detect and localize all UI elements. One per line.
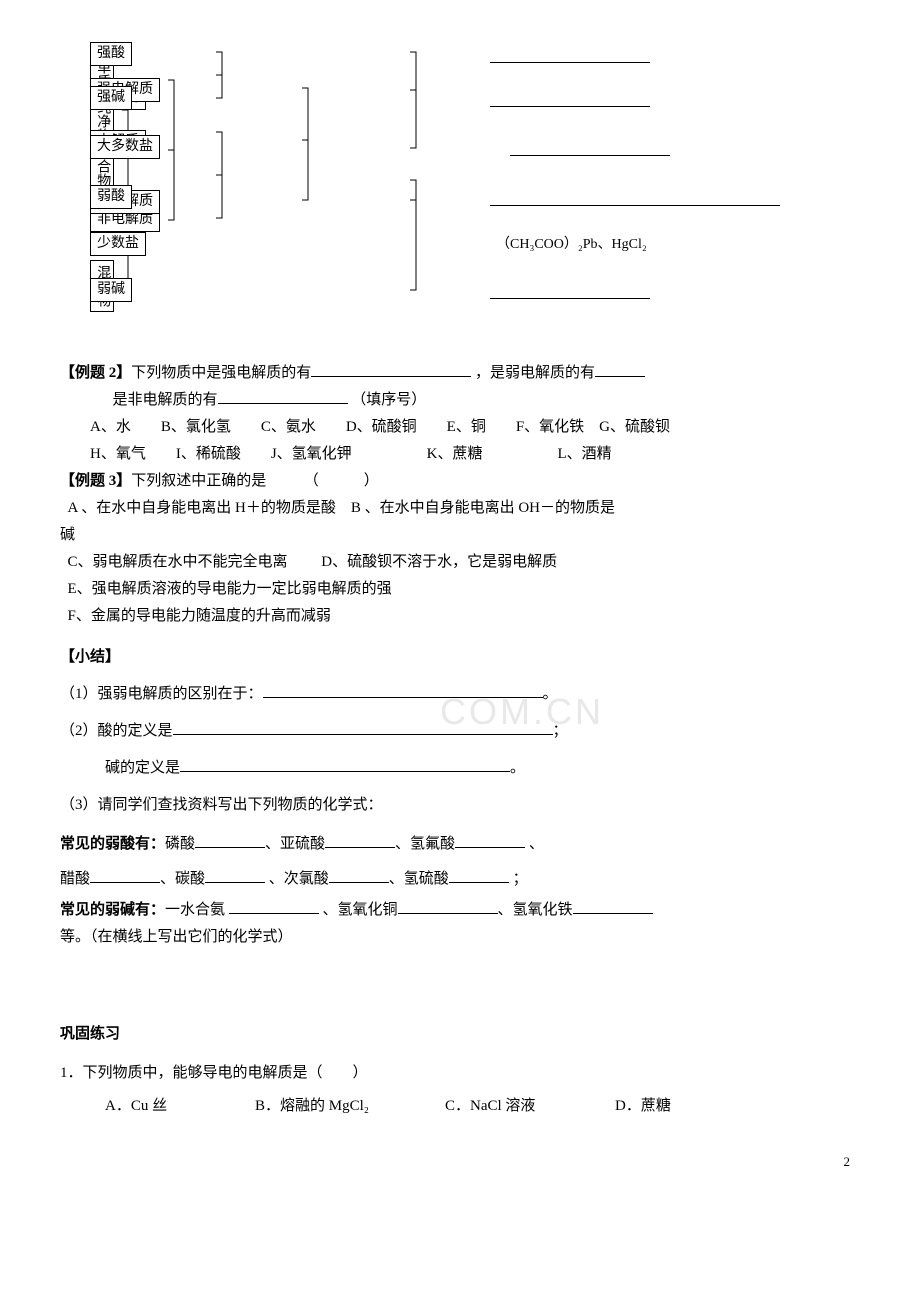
ex3-d: D、硫酸钡不溶于水，它是弱电解质 [321, 554, 557, 570]
sum-l2a: （2）酸的定义是 [60, 723, 173, 739]
ex2-blank-3 [218, 389, 348, 404]
q1-opt-d: D．蔗糖 [615, 1093, 671, 1120]
ex2-blank-2 [595, 362, 645, 377]
q1-stem: 1．下列物质中，能够导电的电解质是（ ） [60, 1060, 860, 1087]
ex2-l1a: 下列物质中是强电解质的有 [131, 365, 311, 381]
wa-blank-4 [90, 868, 160, 883]
ex2-l1b: ，是弱电解质的有 [475, 365, 595, 381]
wa1: 磷酸 [165, 836, 195, 852]
ex3-c: C、弱电解质在水中不能完全电离 [68, 554, 288, 570]
node-strong-base: 强碱 [90, 86, 132, 110]
wa4: 、 [529, 836, 544, 852]
ex3-b: B 、在水中自身能电离出 OH－的物质是 [351, 500, 615, 516]
wb-tail: 等。（在横线上写出它们的化学式） [60, 924, 860, 951]
wa-blank-2 [325, 833, 395, 848]
q1-opt-a: A．Cu 丝 [105, 1093, 255, 1120]
node-weak-acid: 弱酸 [90, 185, 132, 209]
ex2-blank-1 [311, 362, 471, 377]
ex3-f: F、金属的导电能力随温度的升高而减弱 [60, 603, 860, 630]
summary-title: 【小结】 [60, 644, 860, 671]
wb-blank-1 [229, 899, 319, 914]
wa-blank-3 [455, 833, 525, 848]
node-strong-acid: 强酸 [90, 42, 132, 66]
classification-diagram: 物质 纯净物 混合物 单质 化合物 金属 非金属 电解质 非电解质 强电解质 弱… [90, 40, 860, 330]
ex2-opts-2: H、氧气 I、稀硫酸 J、氢氧化钾 K、蔗糖 L、酒精 [60, 441, 860, 468]
wb-blank-2 [398, 899, 498, 914]
diagram-blank-5 [490, 284, 650, 299]
sum-l1a: （1）强弱电解质的区别在于： [60, 686, 263, 702]
q1-opt-c: C．NaCl 溶液 [445, 1093, 615, 1120]
diagram-blank-1 [490, 48, 650, 63]
sum-blank-3 [180, 757, 510, 772]
practice-title: 巩固练习 [60, 1021, 860, 1048]
weak-acid-label: 常见的弱酸有： [60, 836, 165, 852]
diagram-brackets [90, 40, 790, 330]
sum-l1b: 。 [543, 686, 558, 702]
wa-blank-6 [329, 868, 389, 883]
sum-l3b: 。 [510, 760, 525, 776]
wb2: 、氢氧化铜 [323, 902, 398, 918]
ex2-opts-1: A、水 B、氯化氢 C、氨水 D、硫酸铜 E、铜 F、氧化铁 G、硫酸钡 [60, 414, 860, 441]
page-number: 2 [60, 1150, 860, 1173]
wa-l2b: 、碳酸 [160, 871, 205, 887]
diagram-blank-4 [490, 191, 780, 206]
summary: 【小结】 （1）强弱电解质的区别在于： 。 （2）酸的定义是 ； 碱的定义是 。 （3… [60, 644, 860, 951]
wb-blank-3 [573, 899, 653, 914]
diagram-blank-2 [490, 92, 650, 107]
wa-l2d: 、氢硫酸 [389, 871, 449, 887]
wa3: 、氢氟酸 [395, 836, 455, 852]
weak-base-label: 常见的弱碱有： [60, 902, 165, 918]
ex2-l2b: （填序号） [351, 392, 426, 408]
ex3-b2: 碱 [60, 522, 860, 549]
node-few-salt: 少数盐 [90, 232, 146, 256]
ex3-e: E、强电解质溶液的导电能力一定比弱电解质的强 [60, 576, 860, 603]
wa-l2e: ； [513, 871, 528, 887]
wb1: 一水合氨 [165, 902, 225, 918]
wa-blank-5 [205, 868, 265, 883]
wa-l2c: 、次氯酸 [269, 871, 329, 887]
wb3: 、氢氧化铁 [498, 902, 573, 918]
wa-l2a: 醋酸 [60, 871, 90, 887]
wa-blank-7 [449, 868, 509, 883]
ex2-title: 【例题 2】 [60, 365, 131, 381]
node-few-salt-examples: （CH₃COO）₂Pb、HgCl₂ [496, 232, 647, 257]
example-3: 【例题 3】下列叙述中正确的是 （ ） A 、在水中自身能电离出 H＋的物质是酸… [60, 468, 860, 630]
ex3-a: A 、在水中自身能电离出 H＋的物质是酸 [68, 500, 336, 516]
diagram-blank-3 [510, 141, 670, 156]
ex3-stem: 下列叙述中正确的是 （ ） [131, 473, 379, 489]
sum-l2b: ； [553, 723, 568, 739]
example-2: 【例题 2】下列物质中是强电解质的有 ，是弱电解质的有 是非电解质的有 （填序号… [60, 360, 860, 468]
sum-l4: （3）请同学们查找资料写出下列物质的化学式： [60, 792, 860, 819]
q1-opt-b: B．熔融的 MgCl₂ [255, 1093, 445, 1120]
wa-blank-1 [195, 833, 265, 848]
sum-l3a: 碱的定义是 [105, 760, 180, 776]
sum-blank-1 [263, 683, 543, 698]
node-weak-base: 弱碱 [90, 278, 132, 302]
ex2-l2a: 是非电解质的有 [113, 392, 218, 408]
wa2: 、亚硫酸 [265, 836, 325, 852]
sum-blank-2 [173, 720, 553, 735]
ex3-title: 【例题 3】 [60, 473, 131, 489]
node-most-salt: 大多数盐 [90, 135, 160, 159]
practice: 巩固练习 1．下列物质中，能够导电的电解质是（ ） A．Cu 丝 B．熔融的 M… [60, 1021, 860, 1120]
